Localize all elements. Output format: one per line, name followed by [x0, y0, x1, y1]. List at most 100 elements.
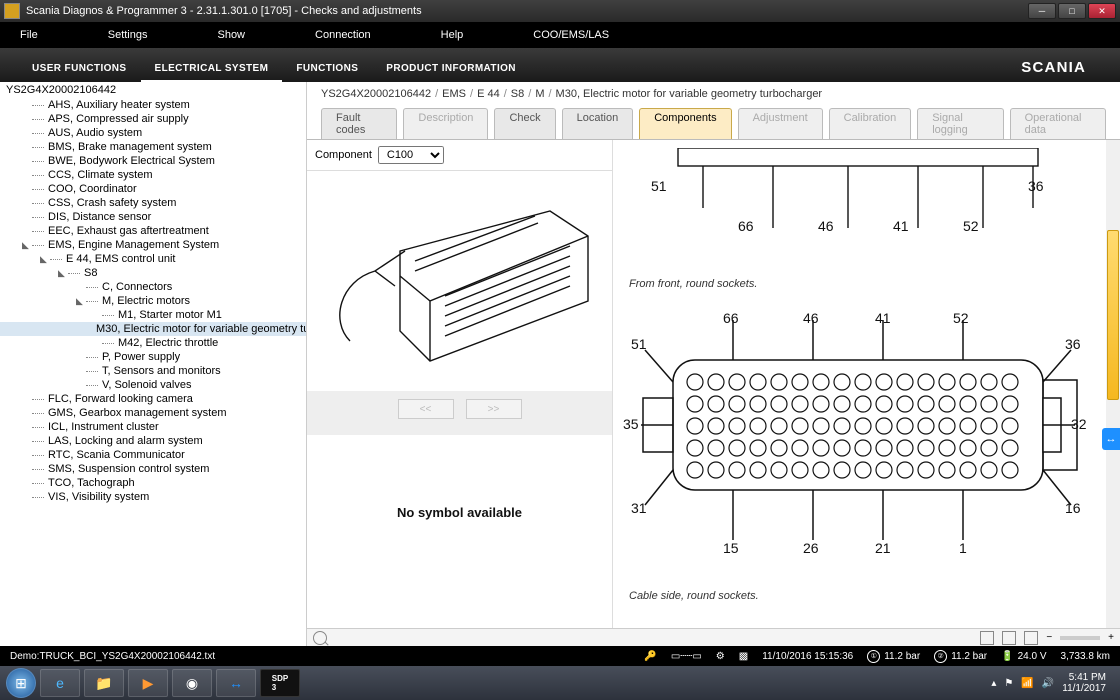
pin-label: 35 [623, 416, 639, 432]
battery-icon: 🔋 [1001, 651, 1013, 662]
maximize-button[interactable]: □ [1058, 3, 1086, 19]
connector-diagram-panel[interactable]: 51 66 46 41 52 36 From front, round sock… [613, 140, 1120, 628]
minimize-button[interactable]: ─ [1028, 3, 1056, 19]
component-select[interactable]: C100 [378, 146, 444, 164]
tree-item[interactable]: ◣M, Electric motors [0, 294, 306, 308]
breadcrumb-segment[interactable]: YS2G4X20002106442 [321, 88, 431, 100]
menu-settings[interactable]: Settings [108, 29, 148, 41]
nav-tab-electrical-system[interactable]: ELECTRICAL SYSTEM [141, 55, 283, 82]
tree-item[interactable]: CCS, Climate system [0, 168, 306, 182]
menu-show[interactable]: Show [217, 29, 245, 41]
tree-item[interactable]: ICL, Instrument cluster [0, 420, 306, 434]
pressure2-icon: ② [934, 650, 947, 663]
taskbar-ie[interactable]: e [40, 669, 80, 697]
tray-network-icon[interactable]: 📶 [1021, 678, 1033, 689]
pin-label: 36 [1028, 178, 1044, 194]
menu-help[interactable]: Help [441, 29, 464, 41]
menu-file[interactable]: File [20, 29, 38, 41]
nav-tab-user-functions[interactable]: USER FUNCTIONS [18, 55, 141, 82]
detail-tab-signal-logging: Signal logging [917, 108, 1003, 139]
vertical-scrollbar[interactable] [1106, 140, 1120, 628]
pin-label: 52 [953, 310, 969, 326]
taskbar-media[interactable]: ▶ [128, 669, 168, 697]
tree-item[interactable]: CSS, Crash safety system [0, 196, 306, 210]
tree-item[interactable]: V, Solenoid valves [0, 378, 306, 392]
zoom-out-icon[interactable]: − [1046, 632, 1052, 643]
tree-item[interactable]: TCO, Tachograph [0, 476, 306, 490]
tree-item[interactable]: DIS, Distance sensor [0, 210, 306, 224]
tree-root[interactable]: YS2G4X20002106442 [0, 82, 306, 98]
pressure1-icon: ① [867, 650, 880, 663]
tree-item[interactable]: ◣S8 [0, 266, 306, 280]
menu-cooemslas[interactable]: COO/EMS/LAS [533, 29, 609, 41]
teamviewer-panel-tab[interactable]: ↔ [1102, 428, 1120, 450]
detail-tab-location[interactable]: Location [562, 108, 634, 139]
tree-item[interactable]: ◣E 44, EMS control unit [0, 252, 306, 266]
view-detail-icon[interactable] [1024, 631, 1038, 645]
gear-icon: ⚙ [716, 651, 725, 662]
scrollbar-thumb[interactable] [1107, 230, 1119, 400]
detail-tab-description: Description [403, 108, 488, 139]
tree-item[interactable]: M30, Electric motor for variable geometr… [0, 322, 306, 336]
tree-item[interactable]: M1, Starter motor M1 [0, 308, 306, 322]
tree-item[interactable]: FLC, Forward looking camera [0, 392, 306, 406]
detail-tab-components[interactable]: Components [639, 108, 731, 139]
tree-pane[interactable]: YS2G4X20002106442 AHS, Auxiliary heater … [0, 82, 307, 646]
view-list-icon[interactable] [1002, 631, 1016, 645]
tree-item[interactable]: SMS, Suspension control system [0, 462, 306, 476]
detail-tab-fault-codes[interactable]: Fault codes [321, 108, 397, 139]
pin-label: 32 [1071, 416, 1087, 432]
component-left-panel: Component C100 [307, 140, 613, 628]
tray-flag-icon[interactable]: ⚑ [1004, 678, 1013, 689]
taskbar-teamviewer[interactable]: ↔ [216, 669, 256, 697]
zoom-slider[interactable] [1060, 636, 1100, 640]
component-prev-button[interactable]: << [398, 399, 454, 419]
tray-volume-icon[interactable]: 🔊 [1042, 678, 1054, 689]
tree-item[interactable]: C, Connectors [0, 280, 306, 294]
pin-label: 66 [723, 310, 739, 326]
tree-item[interactable]: AHS, Auxiliary heater system [0, 98, 306, 112]
pin-label: 41 [893, 218, 909, 234]
component-label: Component [315, 149, 372, 161]
tree-item[interactable]: P, Power supply [0, 350, 306, 364]
pin-label: 15 [723, 540, 739, 556]
tree-item[interactable]: EEC, Exhaust gas aftertreatment [0, 224, 306, 238]
taskbar-sdp3[interactable]: SDP3 [260, 669, 300, 697]
tree-item[interactable]: GMS, Gearbox management system [0, 406, 306, 420]
distance-value: 3,733.8 km [1061, 651, 1110, 662]
tree-item[interactable]: ◣EMS, Engine Management System [0, 238, 306, 252]
tree-item[interactable]: M42, Electric throttle [0, 336, 306, 350]
nav-tab-product-information[interactable]: PRODUCT INFORMATION [372, 55, 530, 82]
tree-item[interactable]: BMS, Brake management system [0, 140, 306, 154]
view-grid-icon[interactable] [980, 631, 994, 645]
diagram-caption-bottom: Cable side, round sockets. [629, 590, 1104, 602]
nav-tab-functions[interactable]: FUNCTIONS [282, 55, 372, 82]
tree-item[interactable]: APS, Compressed air supply [0, 112, 306, 126]
tray-clock[interactable]: 5:41 PM 11/1/2017 [1062, 672, 1106, 694]
tree-item[interactable]: LAS, Locking and alarm system [0, 434, 306, 448]
pin-label: 46 [818, 218, 834, 234]
close-button[interactable]: ✕ [1088, 3, 1116, 19]
breadcrumb-segment[interactable]: M [535, 88, 544, 100]
breadcrumb-segment[interactable]: EMS [442, 88, 466, 100]
tree-item[interactable]: T, Sensors and monitors [0, 364, 306, 378]
breadcrumb-segment[interactable]: S8 [511, 88, 524, 100]
component-next-button[interactable]: >> [466, 399, 522, 419]
search-icon[interactable] [313, 631, 327, 645]
system-tray[interactable]: ▴ ⚑ 📶 🔊 5:41 PM 11/1/2017 [991, 672, 1114, 694]
menu-connection[interactable]: Connection [315, 29, 371, 41]
tree-item[interactable]: RTC, Scania Communicator [0, 448, 306, 462]
breadcrumb-segment[interactable]: E 44 [477, 88, 500, 100]
start-button[interactable]: ⊞ [6, 668, 36, 698]
zoom-in-icon[interactable]: + [1108, 632, 1114, 643]
tray-chevron-icon[interactable]: ▴ [991, 678, 996, 689]
tree-item[interactable]: VIS, Visibility system [0, 490, 306, 504]
detail-tab-check[interactable]: Check [494, 108, 555, 139]
tree-item[interactable]: BWE, Bodywork Electrical System [0, 154, 306, 168]
breadcrumb-segment[interactable]: M30, Electric motor for variable geometr… [556, 88, 823, 100]
taskbar-chrome[interactable]: ◉ [172, 669, 212, 697]
content-pane: YS2G4X20002106442/EMS/E 44/S8/M/M30, Ele… [307, 82, 1120, 646]
tree-item[interactable]: COO, Coordinator [0, 182, 306, 196]
tree-item[interactable]: AUS, Audio system [0, 126, 306, 140]
taskbar-explorer[interactable]: 📁 [84, 669, 124, 697]
